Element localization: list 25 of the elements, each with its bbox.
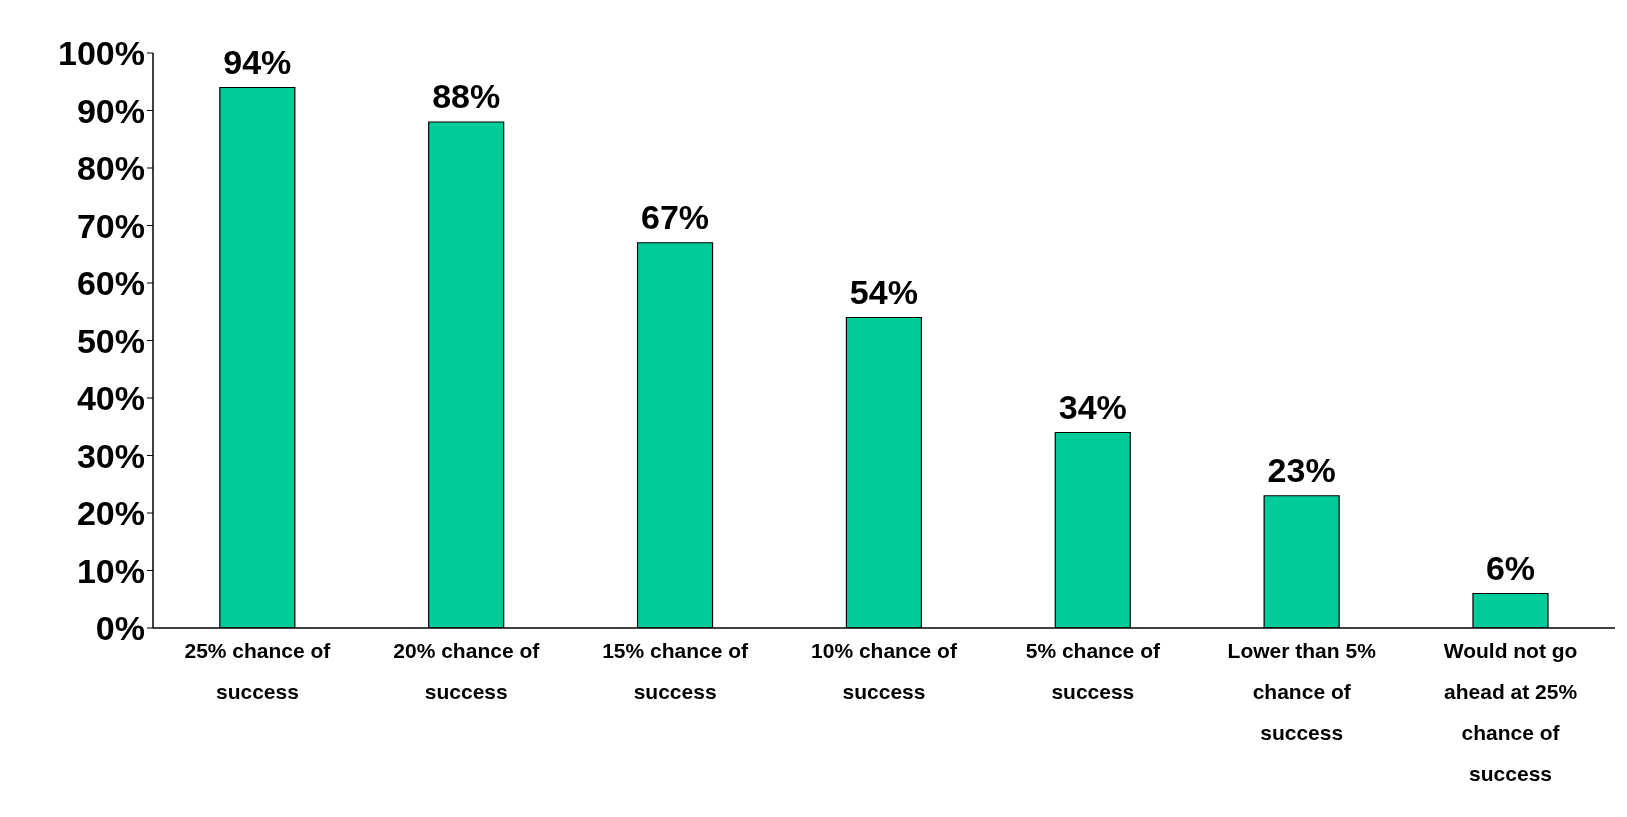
x-tick-label: 20% chance of success: [393, 639, 541, 703]
y-tick-label: 80%: [76, 149, 145, 188]
data-label: 54%: [849, 272, 918, 311]
data-label: 6%: [1485, 548, 1536, 587]
y-tick-label: 50%: [76, 321, 145, 360]
y-tick-label: 70%: [76, 206, 145, 245]
data-label: 88%: [432, 77, 501, 115]
y-tick-label: 90%: [76, 91, 145, 130]
x-tick-label: Would not go ahead at 25% chance of success: [1443, 639, 1578, 785]
y-tick-label: 20%: [76, 494, 145, 533]
y-tick-label: 60%: [76, 264, 145, 303]
y-tick-label: 100%: [58, 34, 145, 73]
x-tick-label: 25% chance of success: [184, 639, 332, 703]
y-tick-label: 10%: [76, 551, 145, 590]
y-tick-label: 30%: [76, 436, 145, 475]
x-tick-label: 5% chance of success: [1025, 639, 1161, 703]
data-label: 67%: [641, 197, 710, 236]
data-label: 23%: [1267, 450, 1336, 489]
y-tick-label: 0%: [95, 609, 145, 648]
y-tick-label: 40%: [76, 379, 145, 418]
data-label: 94%: [223, 42, 292, 81]
data-label: 34%: [1058, 387, 1127, 426]
x-tick-label: Lower than 5% chance of success: [1227, 639, 1377, 744]
x-tick-label: 15% chance of success: [602, 639, 750, 703]
x-tick-label: 10% chance of success: [811, 639, 958, 703]
